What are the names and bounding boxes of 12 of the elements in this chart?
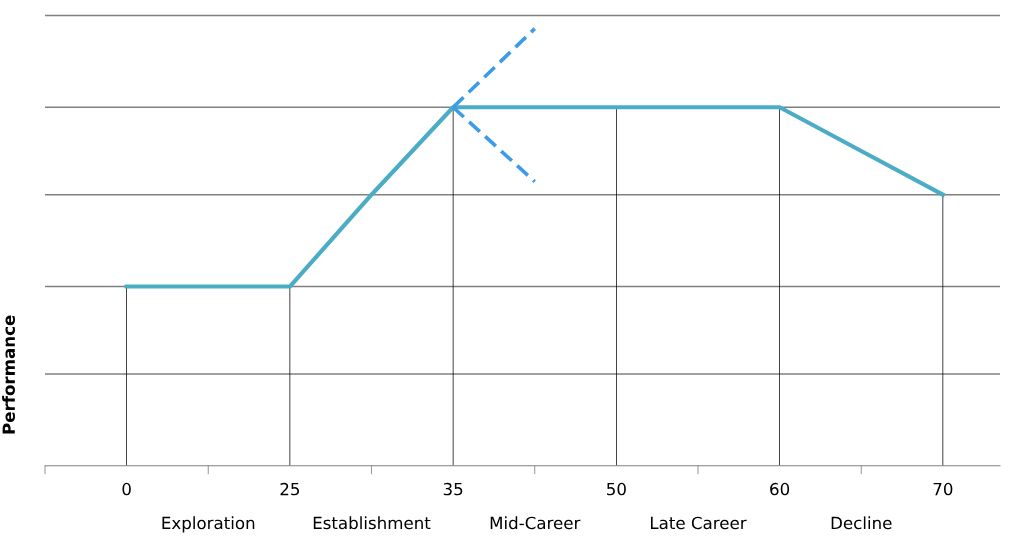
text: Establishment [313,516,431,530]
x-tick-label: 0 [122,482,131,496]
x-tick-label: 60 [770,482,790,496]
text: Decline [831,516,892,530]
x-tick-label: 70 [933,482,953,496]
x-tick-label: 35 [443,482,463,496]
text: Late Career [650,516,747,530]
x-tick-label: 25 [280,482,300,496]
text: Mid-Career [490,516,581,530]
y-axis-title: Performance [2,315,16,434]
text: Exploration [162,516,255,533]
x-tick-label: 50 [607,482,626,496]
